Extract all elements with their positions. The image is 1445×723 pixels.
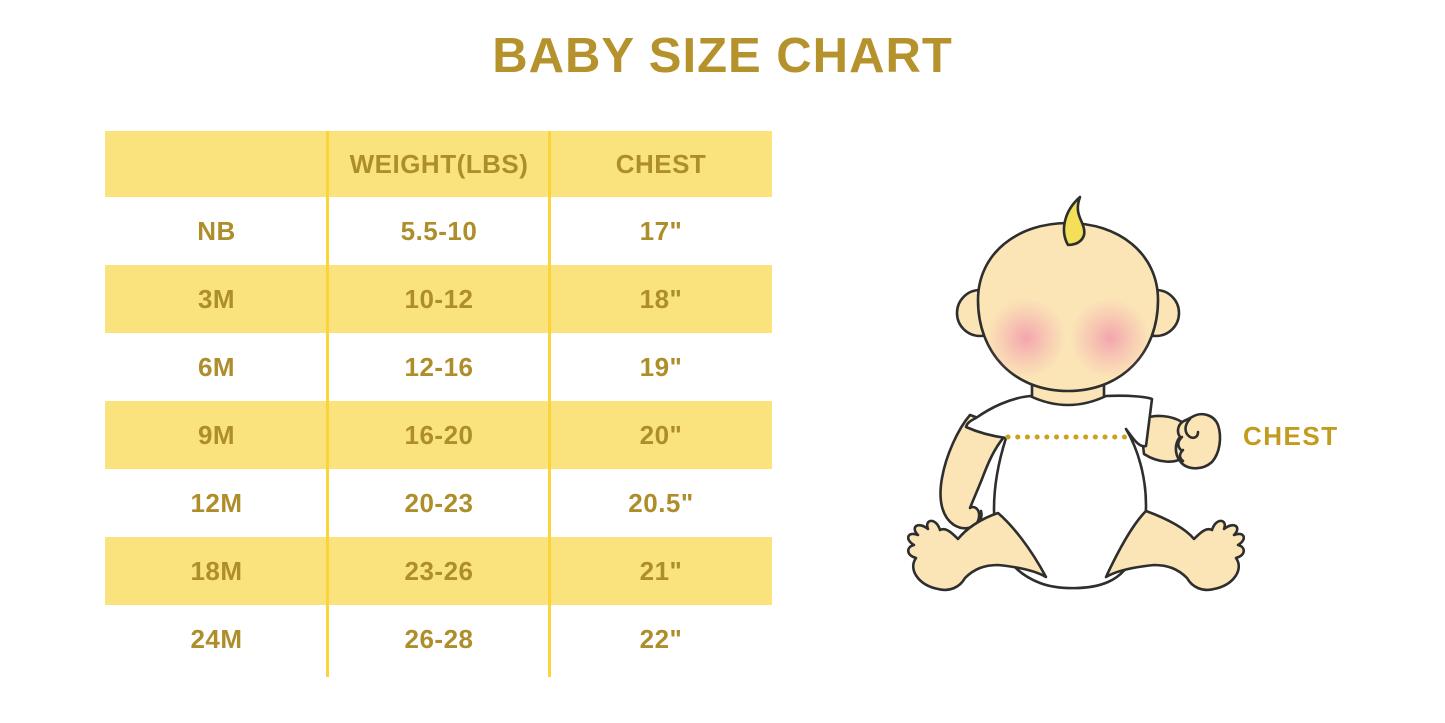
- chest-cell: 20.5": [628, 487, 694, 518]
- header-size: [105, 131, 328, 197]
- weight-cell: 10-12: [404, 283, 474, 314]
- chest-cell: 19": [639, 351, 683, 382]
- baby-fist-thumb: [1184, 417, 1200, 440]
- baby-hair-curl: [1062, 195, 1086, 247]
- baby-right-leg: [1104, 509, 1246, 592]
- baby-left-leg: [906, 511, 1048, 592]
- baby-fist-fingers: [1176, 435, 1185, 463]
- weight-cell: 5.5-10: [400, 215, 478, 246]
- table-row: 9M 16-20 20": [105, 401, 772, 469]
- table-header-row: WEIGHT(LBS) CHEST: [105, 131, 772, 197]
- size-cell: 12M: [190, 487, 243, 518]
- table-row: 3M 10-12 18": [105, 265, 772, 333]
- chest-cell: 21": [639, 555, 683, 586]
- chest-cell: 18": [639, 283, 683, 314]
- header-weight: WEIGHT(LBS): [349, 148, 529, 179]
- chest-cell: 17": [639, 215, 683, 246]
- baby-illustration: [880, 175, 1330, 625]
- baby-fist: [1174, 412, 1222, 470]
- page-title: BABY SIZE CHART: [492, 29, 953, 83]
- table-column-divider: [326, 131, 329, 677]
- weight-cell: 26-28: [404, 623, 474, 654]
- chest-cell: 20": [639, 419, 683, 450]
- chest-cell: 22": [639, 623, 683, 654]
- baby-right-cheek: [1070, 298, 1150, 378]
- size-cell: NB: [197, 215, 236, 246]
- table-row: NB 5.5-10 17": [105, 197, 772, 265]
- size-cell: 9M: [197, 419, 236, 450]
- size-cell: 3M: [197, 283, 236, 314]
- chest-measurement-label: CHEST: [1243, 421, 1339, 451]
- size-table: WEIGHT(LBS) CHEST NB 5.5-10 17" 3M 10-12…: [105, 131, 772, 677]
- baby-svg: [906, 195, 1246, 592]
- size-cell: 18M: [190, 555, 243, 586]
- table-row: 18M 23-26 21": [105, 537, 772, 605]
- baby-left-cheek: [986, 298, 1066, 378]
- table-row: 24M 26-28 22": [105, 605, 772, 673]
- weight-cell: 12-16: [404, 351, 474, 382]
- size-cell: 6M: [197, 351, 236, 382]
- baby-left-arm: [939, 413, 1006, 530]
- table-column-divider: [548, 131, 551, 677]
- table-row: 12M 20-23 20.5": [105, 469, 772, 537]
- header-chest: CHEST: [615, 148, 707, 179]
- size-cell: 24M: [190, 623, 243, 654]
- table-row: 6M 12-16 19": [105, 333, 772, 401]
- weight-cell: 20-23: [404, 487, 474, 518]
- weight-cell: 23-26: [404, 555, 474, 586]
- weight-cell: 16-20: [404, 419, 474, 450]
